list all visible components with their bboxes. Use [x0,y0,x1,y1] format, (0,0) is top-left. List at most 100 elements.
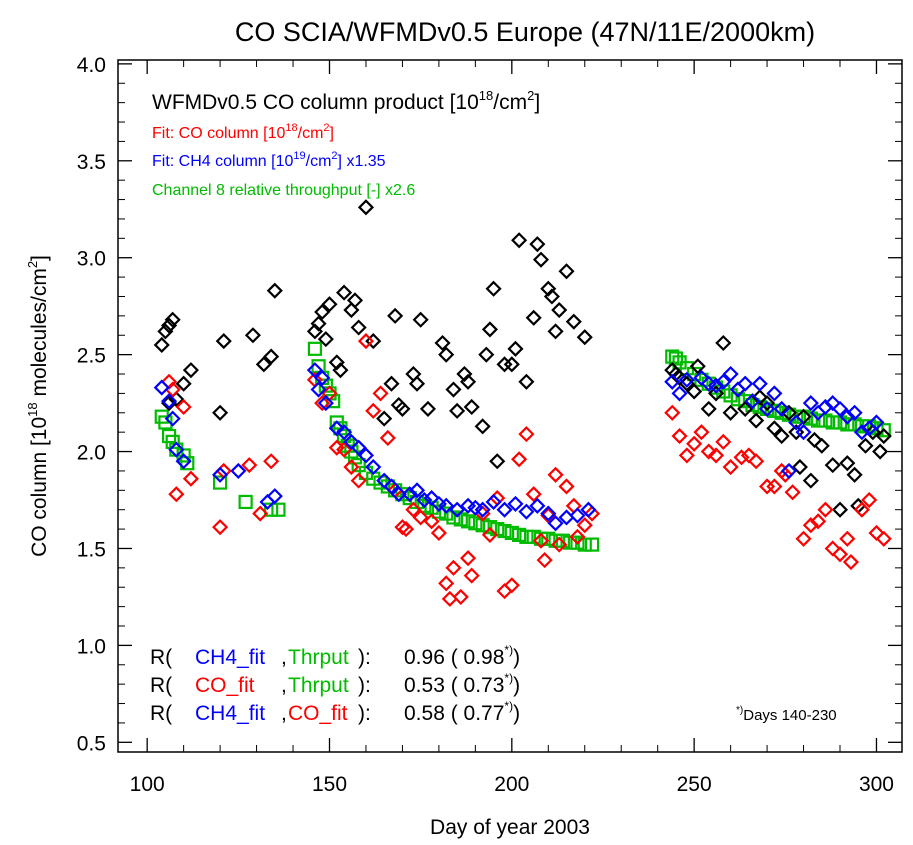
product-point [314,303,331,321]
co_fit-point [438,575,455,592]
product-point [689,358,706,375]
product-point [540,280,557,297]
co_fit-point [182,470,199,487]
ch4_fit-point [788,414,805,431]
ch4_fit-point [795,424,812,441]
ch4_fit-point [569,507,586,524]
co_fit-point [875,530,892,547]
ch4_fit-point [766,385,783,402]
co_fit-point [576,517,593,534]
ch4_fit-point [212,466,229,483]
ch4_fit-point [780,462,798,479]
legend: WFMDv0.5 CO column product [1018/cm2] Fi… [152,88,540,199]
channel8-point [238,494,253,510]
product-point [565,313,582,330]
product-point [394,400,411,417]
product-point [463,398,480,416]
axis-ticks [118,60,902,752]
product-point [511,232,528,249]
co_fit-point [839,530,856,547]
ch4_fit-point [671,385,688,402]
product-point [485,280,502,297]
co_fit-point [372,385,389,402]
product-point [266,282,283,299]
channel8-point [840,417,855,432]
product-point [212,404,229,421]
ch4_fit-point [314,369,331,386]
plot-frame [117,59,903,753]
y-axis-label: CO column [1018 molecules/cm2] [25,255,51,557]
product-point [456,365,473,383]
x-tick-label: 200 [494,773,529,796]
channel8-point [668,351,684,366]
channel8-point [439,506,454,521]
product-point [160,395,178,412]
co_fit-point [536,552,553,569]
x-tick-label: 100 [130,773,165,796]
channel8-point [497,523,512,539]
co_fit-point [733,449,750,466]
channel8-point [213,475,228,490]
product-point [759,395,776,412]
product-point [383,375,400,392]
legend-co-fit: Fit: CO column [1018/cm2] [152,122,334,142]
ch4_fit-point [664,373,681,390]
ch4_fit-point [518,503,535,520]
co_fit-point [558,478,575,495]
product-point [518,373,535,390]
co_fit-point [445,559,462,576]
ch4_fit-point [707,377,725,394]
co_fit-point [518,426,535,443]
co_fit-point [551,536,568,553]
x-tick-label: 150 [312,773,347,796]
ch4_fit-point [438,497,455,514]
ch4_fit-point [759,400,776,417]
ch4_fit-point [744,393,761,410]
channel8-point [584,537,600,552]
channel8-point [307,341,323,356]
product-point [715,334,732,352]
co_fit-point [817,501,834,518]
channel8-point [541,531,556,546]
x-tick-labels: 100 150 200 250 300 [130,773,894,796]
y-tick-labels: 0.5 1.0 1.5 2.0 2.5 3.0 3.5 4.0 [77,54,106,755]
product-point [412,311,429,328]
co_fit-point [252,505,269,522]
ch4_fit-point [336,424,353,441]
co_fit-point [678,447,695,464]
co_fit-point [460,550,477,567]
ch4_fit-point [175,453,192,470]
co_fit-point [357,333,375,350]
co_fit-point [394,519,411,536]
product-point [813,437,830,454]
co_fit-point [241,457,258,474]
ch4_fit-point [365,459,382,476]
legend-channel8: Channel 8 relative throughput [-] x2.6 [152,182,415,199]
product-point [864,424,881,441]
product-point [839,455,856,472]
co_fit-point [795,530,812,547]
product-point [551,301,568,319]
series-ch4_fit [153,362,885,532]
co_fit-point [540,507,557,524]
co_fit-point [168,486,185,503]
product-point [153,336,170,353]
product-point [164,311,181,328]
y-tick-label: 4.0 [77,54,106,77]
ch4_fit-point [408,482,426,499]
ch4_fit-point [846,404,863,421]
x-tick-label: 300 [859,773,894,796]
product-point [503,356,520,373]
product-point [831,501,849,518]
product-point [408,375,426,392]
y-tick-label: 0.5 [77,732,106,755]
co_fit-point [700,443,717,460]
channel8-point [417,498,432,513]
product-point [474,418,491,435]
ch4_fit-point [802,395,819,412]
co_fit-point [853,501,870,518]
product-point [529,236,546,253]
product-point [766,420,783,437]
co_fit-point [686,435,703,452]
product-point [332,362,349,379]
